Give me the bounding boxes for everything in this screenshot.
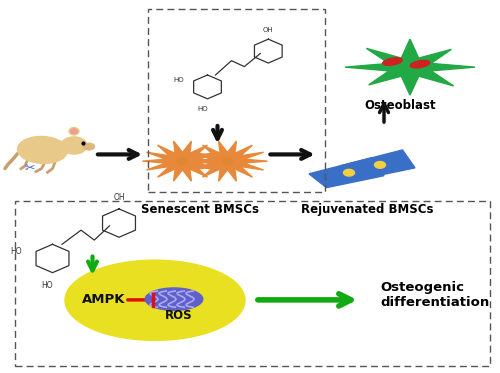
Ellipse shape — [410, 60, 430, 68]
Ellipse shape — [61, 137, 87, 154]
Ellipse shape — [383, 58, 402, 65]
Text: ROS: ROS — [165, 309, 193, 322]
Text: Senescent BMSCs: Senescent BMSCs — [141, 203, 259, 216]
Polygon shape — [188, 141, 268, 181]
Ellipse shape — [374, 162, 386, 168]
Polygon shape — [340, 150, 415, 180]
Ellipse shape — [344, 169, 354, 176]
Text: AMPK: AMPK — [82, 294, 126, 306]
Ellipse shape — [71, 129, 77, 134]
Polygon shape — [309, 158, 384, 188]
Text: Osteoblast: Osteoblast — [364, 99, 436, 112]
Text: HO: HO — [198, 106, 208, 112]
Ellipse shape — [69, 128, 79, 135]
Text: HO: HO — [173, 77, 184, 83]
Polygon shape — [345, 39, 475, 95]
Text: ✂: ✂ — [25, 162, 35, 175]
Bar — [15, 201, 490, 366]
Polygon shape — [142, 141, 222, 181]
Text: OH: OH — [113, 193, 125, 202]
Ellipse shape — [84, 143, 94, 150]
Ellipse shape — [178, 157, 188, 165]
Text: Osteogenic
differentiation: Osteogenic differentiation — [380, 280, 489, 309]
Ellipse shape — [18, 137, 68, 163]
Text: HO: HO — [10, 247, 22, 256]
Ellipse shape — [65, 260, 245, 340]
Ellipse shape — [145, 288, 203, 310]
Text: Rejuvenated BMSCs: Rejuvenated BMSCs — [301, 203, 434, 216]
Ellipse shape — [222, 157, 232, 165]
Bar — [148, 9, 325, 192]
Text: HO: HO — [41, 281, 52, 290]
Text: OH: OH — [263, 27, 274, 33]
